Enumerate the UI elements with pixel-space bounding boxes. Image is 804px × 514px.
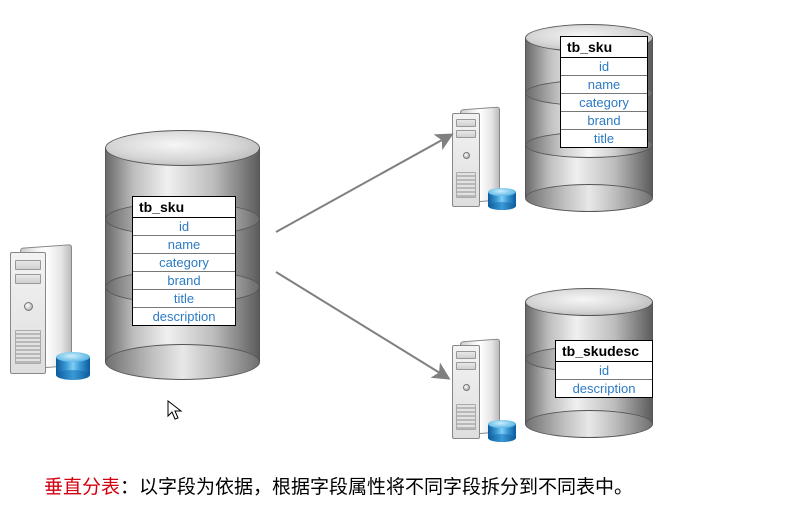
top-field: brand (561, 112, 647, 130)
cursor-icon (167, 400, 183, 422)
top-table: tb_sku id name category brand title (560, 36, 648, 148)
caption-highlight: 垂直分表 (44, 477, 120, 498)
caption-body: 以字段为依据，根据字段属性将不同字段拆分到不同表中。 (139, 477, 633, 498)
source-table: tb_sku id name category brand title desc… (132, 196, 236, 326)
source-field: brand (133, 272, 235, 290)
source-field: title (133, 290, 235, 308)
caption-sep: ： (120, 477, 139, 498)
bottom-field: id (556, 362, 652, 380)
top-field: name (561, 76, 647, 94)
source-disk-icon (56, 352, 90, 380)
source-field: name (133, 236, 235, 254)
arrow-to-top (276, 135, 451, 232)
bottom-table-name: tb_skudesc (556, 341, 652, 362)
top-field: id (561, 58, 647, 76)
bottom-table: tb_skudesc id description (555, 340, 653, 398)
source-field: description (133, 308, 235, 325)
top-field: title (561, 130, 647, 147)
top-field: category (561, 94, 647, 112)
caption: 垂直分表：以字段为依据，根据字段属性将不同字段拆分到不同表中。 (44, 472, 633, 499)
source-field: category (133, 254, 235, 272)
bottom-field: description (556, 380, 652, 397)
bottom-disk-icon (488, 420, 516, 442)
top-disk-icon (488, 188, 516, 210)
top-table-name: tb_sku (561, 37, 647, 58)
source-table-name: tb_sku (133, 197, 235, 218)
arrow-to-bottom (276, 272, 448, 378)
source-field: id (133, 218, 235, 236)
